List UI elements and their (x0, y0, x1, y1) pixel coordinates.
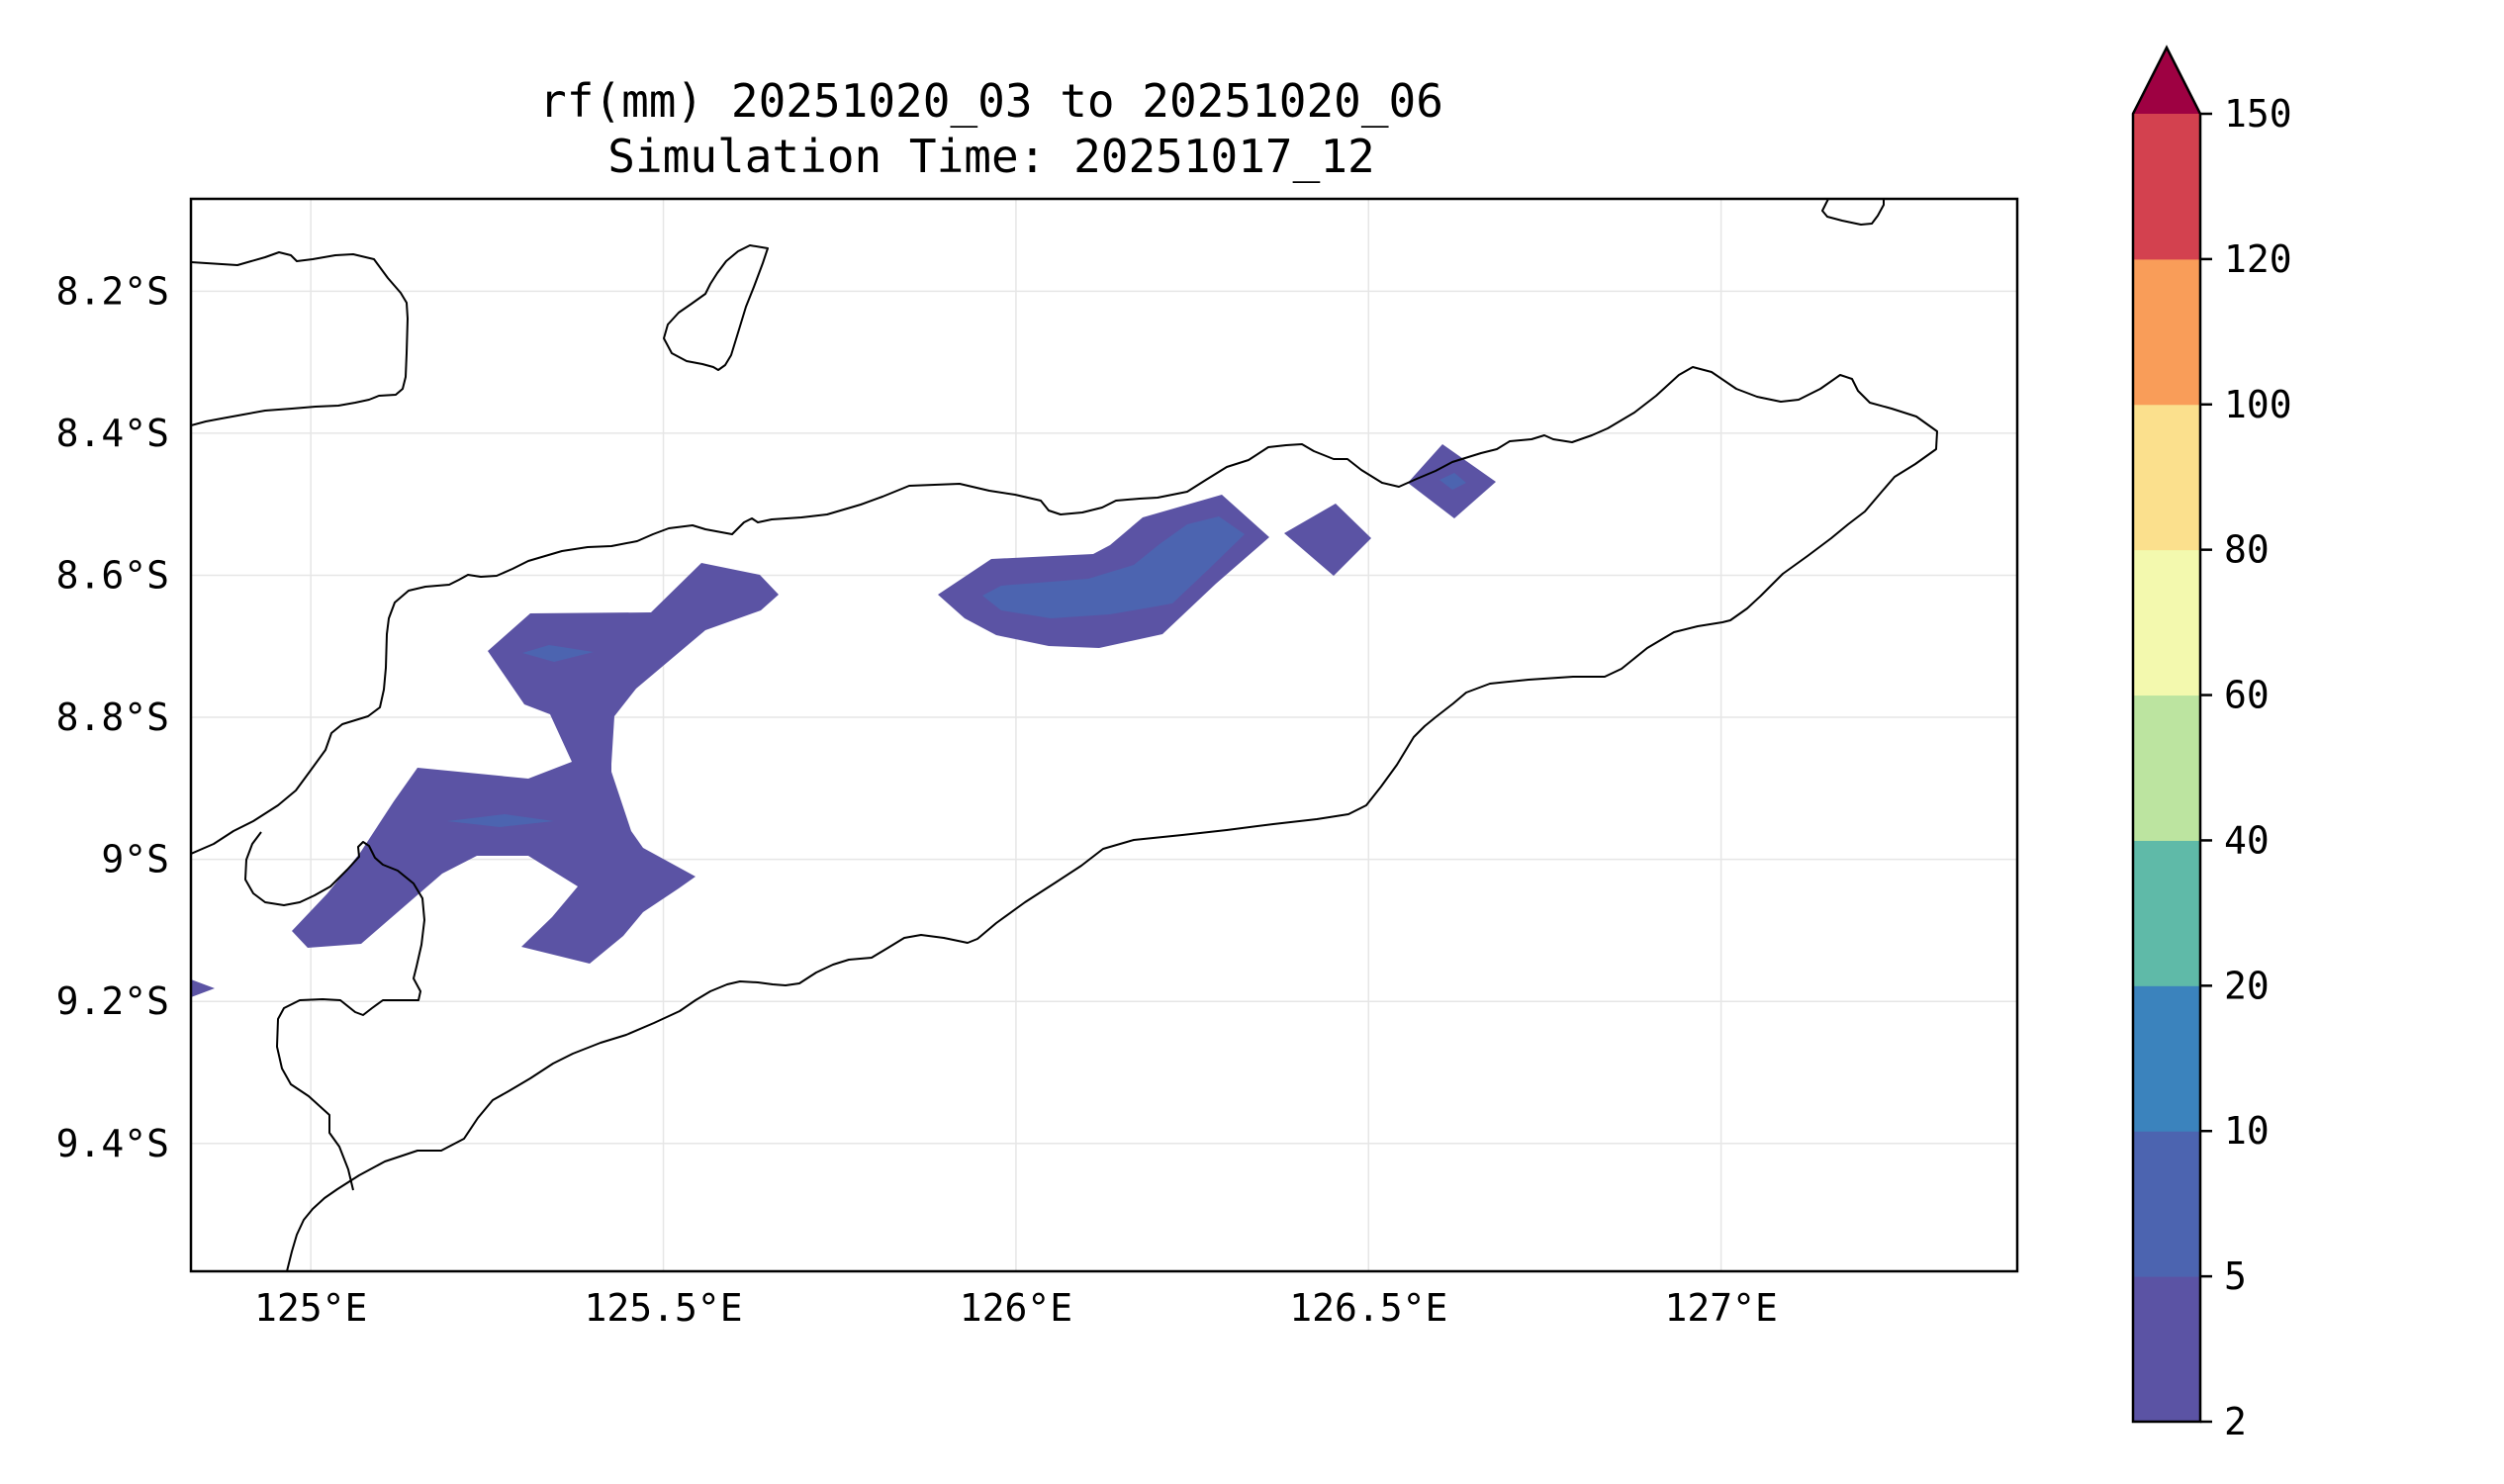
x-tick-label: 125.5°E (584, 1286, 742, 1330)
coastlines (191, 199, 1938, 1271)
map-background (191, 199, 2017, 1271)
rainfall-5-10mm-layer (447, 473, 1466, 827)
y-tick-label: 8.2°S (56, 269, 169, 313)
colorbar-segment (2133, 695, 2200, 841)
rain-core-west-south (447, 814, 554, 827)
colorbar-tick-label: 5 (2224, 1254, 2247, 1298)
coastline-west-interior (244, 831, 425, 1191)
colorbar-segment (2133, 114, 2200, 260)
colorbar-segment (2133, 258, 2200, 406)
coastline-northeast-islet (1821, 199, 1885, 226)
y-tick-label: 9°S (101, 838, 169, 881)
colorbar-segments (2133, 114, 2200, 1423)
x-tick-label: 125°E (254, 1286, 367, 1330)
rain-region-west (292, 563, 779, 964)
x-tick-label: 127°E (1664, 1286, 1777, 1330)
x-axis-ticks: 125°E 125.5°E 126°E 126.5°E 127°E (254, 1286, 1778, 1330)
x-tick-label: 126°E (960, 1286, 1072, 1330)
y-axis-ticks: 8.2°S 8.4°S 8.6°S 8.8°S 9°S 9.2°S 9.4°S (56, 269, 169, 1164)
colorbar: 2 5 10 20 40 60 80 100 120 150 (2131, 45, 2292, 1443)
rain-region-southwest-edge (191, 979, 215, 997)
y-tick-label: 8.6°S (56, 553, 169, 597)
y-tick-label: 9.4°S (56, 1122, 169, 1165)
colorbar-tick-label: 150 (2224, 92, 2292, 136)
colorbar-extend-arrow (2133, 47, 2200, 114)
colorbar-segment (2133, 1131, 2200, 1277)
title-line-2: Simulation Time: 20251017_12 (607, 130, 1374, 183)
coastline-atauro-island (663, 244, 769, 371)
colorbar-outline (2131, 45, 2202, 1424)
map-panel: 125°E 125.5°E 126°E 126.5°E 127°E 8.2°S 8.4°S… (56, 197, 2019, 1330)
colorbar-tick-label: 100 (2224, 383, 2292, 426)
colorbar-ticks: 2 5 10 20 40 60 80 100 120 150 (2200, 92, 2292, 1443)
map-frame (189, 197, 2019, 1273)
colorbar-segment (2133, 985, 2200, 1132)
gridlines (191, 199, 2017, 1271)
colorbar-segment (2133, 549, 2200, 696)
colorbar-tick-label: 120 (2224, 237, 2292, 281)
title-line-1: rf(mm) 20251020_03 to 20251020_06 (539, 74, 1443, 128)
rain-core-west-north (522, 645, 594, 662)
map-content (191, 199, 1938, 1271)
y-tick-label: 9.2°S (56, 979, 169, 1023)
colorbar-tick-label: 40 (2224, 818, 2270, 862)
colorbar-tick-label: 60 (2224, 674, 2270, 717)
y-tick-label: 8.8°S (56, 696, 169, 739)
colorbar-segment (2133, 1276, 2200, 1423)
colorbar-tick-label: 2 (2224, 1400, 2247, 1443)
colorbar-segment (2133, 840, 2200, 986)
x-tick-label: 126.5°E (1289, 1286, 1447, 1330)
rain-core-central (982, 516, 1245, 618)
coastline-north-west-top (191, 251, 409, 426)
colorbar-tick-label: 20 (2224, 964, 2270, 1007)
colorbar-segment (2133, 404, 2200, 551)
colorbar-tick-label: 10 (2224, 1109, 2270, 1153)
coastline-timor-main (191, 366, 1938, 1271)
rain-core-east (1439, 473, 1466, 490)
colorbar-tick-label: 80 (2224, 528, 2270, 572)
y-tick-label: 8.4°S (56, 412, 169, 455)
rain-region-east-1 (1284, 504, 1371, 576)
